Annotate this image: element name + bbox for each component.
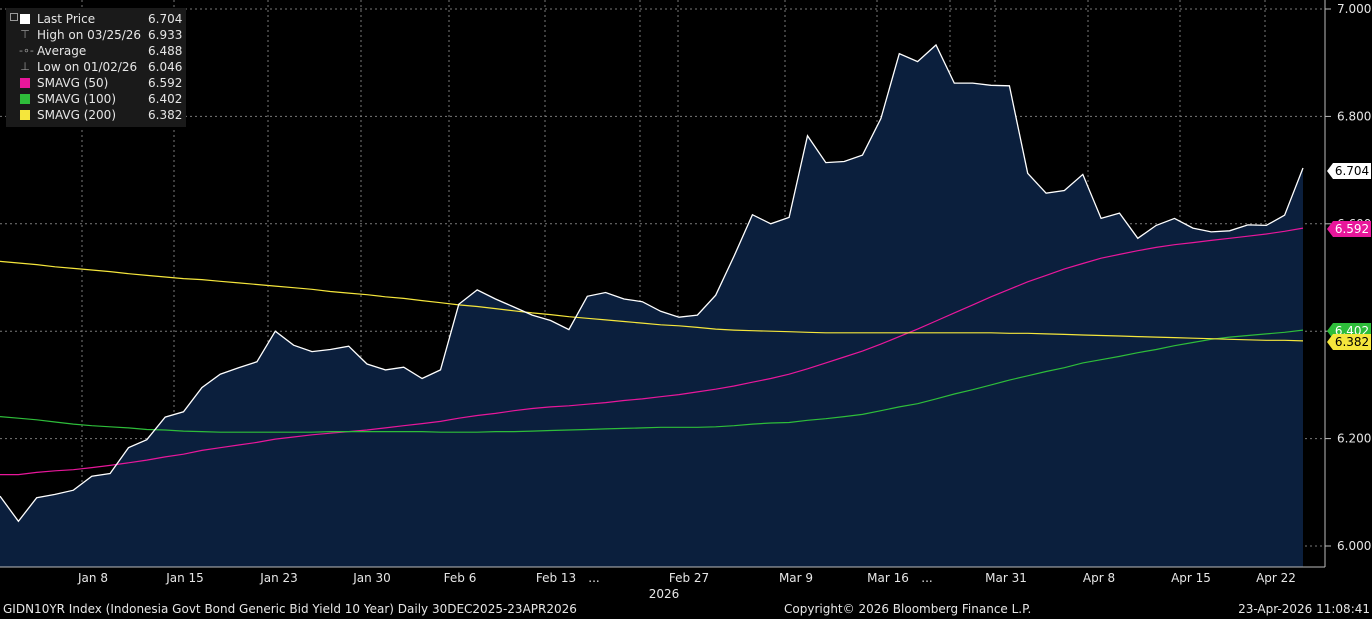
- footer-timestamp: 23-Apr-2026 11:08:41: [1238, 602, 1370, 616]
- legend-item: ⊥ Low on 01/02/26 6.046: [6, 59, 186, 75]
- series-line: [0, 260, 1304, 342]
- x-tick-label: Jan 30: [352, 571, 391, 585]
- average-icon: -∘-: [19, 44, 34, 57]
- price-line: [0, 43, 1304, 523]
- legend-item: SMAVG (200) 6.382: [6, 107, 186, 123]
- price-area-fill: [0, 45, 1303, 567]
- legend-item: -∘- Average 6.488: [6, 43, 186, 59]
- x-tick-label: Feb 27: [669, 571, 709, 585]
- x-tick-label: Jan 15: [165, 571, 204, 585]
- legend-label: High on 03/25/26: [37, 28, 142, 42]
- x-tick-label: Mar 9: [779, 571, 813, 585]
- footer-description: GIDN10YR Index (Indonesia Govt Bond Gene…: [3, 602, 577, 616]
- price-tag: [1327, 221, 1371, 237]
- y-tick-label: 6.000: [1337, 539, 1371, 553]
- legend-value: 6.704: [148, 12, 183, 26]
- legend-value: 6.402: [148, 92, 183, 106]
- y-tick-label: 6.800: [1337, 109, 1371, 123]
- legend-label: SMAVG (200): [37, 108, 117, 122]
- price-tag-label: 6.382: [1335, 335, 1369, 349]
- price-tag-label: 6.592: [1335, 222, 1369, 236]
- price-tag-label: 6.704: [1335, 164, 1369, 178]
- collapse-icon[interactable]: [10, 13, 18, 21]
- legend-swatch-icon: [20, 110, 30, 120]
- footer-copyright: Copyright© 2026 Bloomberg Finance L.P.: [784, 602, 1032, 616]
- y-tick-label: 7.000: [1337, 2, 1371, 16]
- price-tag: [1327, 163, 1371, 179]
- legend-item: SMAVG (50) 6.592: [6, 75, 186, 91]
- legend-swatch-icon: [20, 14, 30, 24]
- legend-value: 6.592: [148, 76, 183, 90]
- x-tick-label: Feb 13: [536, 571, 576, 585]
- series-line: [0, 329, 1304, 433]
- legend-label: SMAVG (50): [37, 76, 109, 90]
- x-tick-label: Feb 6: [444, 571, 477, 585]
- x-tick-label: Mar 31: [985, 571, 1027, 585]
- x-tick-label: Apr 8: [1083, 571, 1115, 585]
- legend: Last Price 6.704 ⊤ High on 03/25/26 6.933 -∘-…: [6, 8, 186, 127]
- legend-value: 6.488: [148, 44, 183, 58]
- x-tick-label: Mar 16: [867, 571, 909, 585]
- series-lines: [0, 43, 1304, 523]
- x-tick-label: Jan 23: [259, 571, 298, 585]
- x-tick-label: Jan 8: [77, 571, 108, 585]
- legend-swatch-icon: [20, 78, 30, 88]
- high-icon: ⊤: [20, 28, 30, 41]
- legend-swatch-icon: [20, 94, 30, 104]
- x-tick-label: Apr 22: [1256, 571, 1296, 585]
- legend-value: 6.046: [148, 60, 183, 74]
- legend-item: Last Price 6.704: [6, 11, 186, 27]
- legend-item: ⊤ High on 03/25/26 6.933: [6, 27, 186, 43]
- low-icon: ⊥: [20, 60, 30, 73]
- legend-value: 6.382: [148, 108, 183, 122]
- year-label: 2026: [649, 587, 680, 601]
- legend-value: 6.933: [148, 28, 183, 42]
- legend-label: Low on 01/02/26: [37, 60, 138, 74]
- series-line: [0, 227, 1304, 476]
- x-tick-label: ...: [921, 571, 932, 585]
- price-area: [0, 45, 1303, 567]
- legend-label: SMAVG (100): [37, 92, 117, 106]
- legend-label: Last Price: [37, 12, 96, 26]
- legend-item: SMAVG (100) 6.402: [6, 91, 186, 107]
- legend-label: Average: [37, 44, 87, 58]
- x-tick-label: ...: [588, 571, 599, 585]
- price-tag: [1327, 334, 1371, 350]
- x-tick-label: Apr 15: [1171, 571, 1211, 585]
- y-tick-label: 6.200: [1337, 432, 1371, 446]
